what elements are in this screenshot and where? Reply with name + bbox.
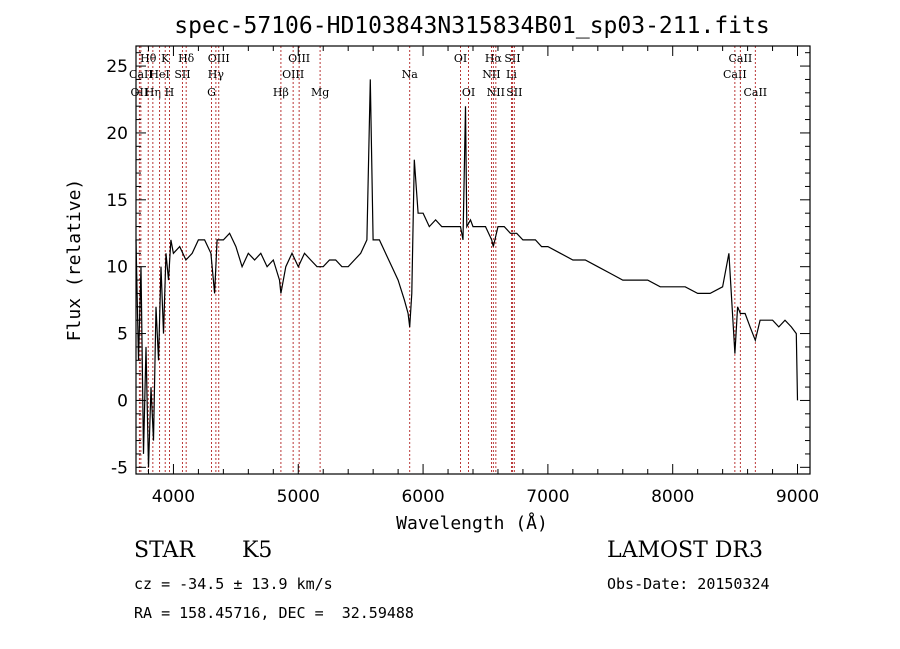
spectral-line-label: Mg bbox=[311, 86, 329, 99]
x-axis-label: Wavelength (Å) bbox=[396, 512, 548, 534]
x-tick-label: 6000 bbox=[401, 487, 444, 507]
object-class: STAR bbox=[134, 538, 195, 563]
y-tick-label: 0 bbox=[117, 391, 128, 411]
spectral-line-label: CaII bbox=[129, 68, 153, 81]
spectral-line-label: Hδ bbox=[178, 52, 195, 65]
spectrum-series-line bbox=[135, 79, 799, 468]
spectral-line-label: NII bbox=[487, 86, 505, 99]
y-tick-label: -5 bbox=[111, 458, 128, 478]
spectral-line-label: HeI bbox=[149, 68, 169, 81]
spectral-line-label: OIII bbox=[282, 68, 304, 81]
object-subclass: K5 bbox=[242, 538, 273, 563]
y-tick-label: 25 bbox=[106, 57, 128, 77]
y-tick-label: 10 bbox=[106, 258, 128, 278]
spectral-line-label: CaII bbox=[729, 52, 753, 65]
spectral-line-label: CaII bbox=[743, 86, 767, 99]
spectral-line-label: Na bbox=[402, 68, 419, 81]
spectral-line-label: OI bbox=[454, 52, 467, 65]
y-tick-label: 20 bbox=[106, 124, 128, 144]
y-axis-label: Flux (relative) bbox=[64, 179, 85, 342]
plot-frame bbox=[135, 45, 811, 475]
chart-title: spec-57106-HD103843N315834B01_sp03-211.f… bbox=[174, 13, 769, 39]
spectral-line-label: Hη bbox=[145, 86, 161, 99]
x-tick-label: 4000 bbox=[152, 487, 195, 507]
spectral-line-label: Hγ bbox=[208, 68, 225, 81]
x-axis: 4000 5000 6000 7000 8000 9000 bbox=[147, 46, 819, 507]
spectral-line-label: Hθ bbox=[140, 52, 157, 65]
spectral-line-label: SII bbox=[504, 52, 520, 65]
spectrum-plot: spec-57106-HD103843N315834B01_sp03-211.f… bbox=[64, 13, 819, 534]
spectral-line-label: CaII bbox=[723, 68, 747, 81]
x-tick-label: 5000 bbox=[277, 487, 320, 507]
survey-name: LAMOST DR3 bbox=[607, 538, 763, 563]
spectral-line-label: OIII bbox=[208, 52, 230, 65]
spectral-line-label: Li bbox=[506, 68, 517, 81]
spectral-line-label: H bbox=[165, 86, 175, 99]
redshift-cz: cz = -34.5 ± 13.9 km/s bbox=[134, 575, 333, 593]
spectral-line-label: OI bbox=[462, 86, 475, 99]
spectral-line-label: SII bbox=[506, 86, 522, 99]
spectral-line-label: G bbox=[207, 86, 216, 99]
spectral-line-label: SII bbox=[174, 68, 190, 81]
spectral-line-markers: HθOIICaIIHηHeIKHSIIHδGOIIIHγHβOIIIOIIIMg… bbox=[129, 46, 767, 474]
observation-date: Obs-Date: 20150324 bbox=[607, 575, 770, 593]
y-tick-label: 5 bbox=[117, 325, 128, 345]
y-axis: -5 0 5 10 15 20 25 bbox=[106, 52, 810, 478]
spectral-line-label: K bbox=[161, 52, 170, 65]
x-tick-label: 8000 bbox=[651, 487, 694, 507]
spectral-line-label: Hβ bbox=[273, 86, 289, 99]
spectral-line-label: NII bbox=[482, 68, 500, 81]
x-tick-label: 7000 bbox=[526, 487, 569, 507]
y-tick-label: 15 bbox=[106, 191, 128, 211]
sky-coordinates: RA = 158.45716, DEC = 32.59488 bbox=[134, 604, 414, 622]
spectral-line-label: Hα bbox=[485, 52, 503, 65]
spectral-line-label: OIII bbox=[288, 52, 310, 65]
x-tick-label: 9000 bbox=[776, 487, 819, 507]
